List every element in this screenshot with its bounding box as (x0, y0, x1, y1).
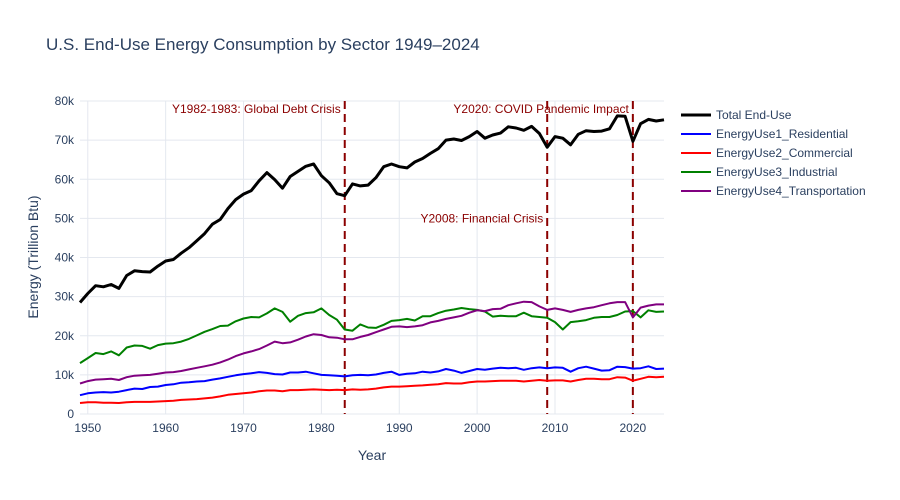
chart-title: U.S. End-Use Energy Consumption by Secto… (46, 35, 480, 54)
x-axis-title: Year (358, 447, 387, 463)
x-tick-label: 2010 (542, 421, 569, 435)
x-axis-ticks: 1950 1960 1970 1980 1990 2000 2010 2020 (74, 421, 646, 435)
y-tick-label: 20k (55, 329, 75, 343)
annotation-label: Y2020: COVID Pandemic Impact (453, 102, 629, 116)
y-tick-label: 10k (55, 368, 75, 382)
x-tick-label: 1990 (386, 421, 413, 435)
legend-label: EnergyUse2_Commercial (716, 146, 853, 160)
annotation-label: Y2008: Financial Crisis (420, 211, 543, 225)
y-tick-label: 0 (67, 407, 74, 421)
legend-label: EnergyUse3_Industrial (716, 165, 837, 179)
legend-label: Total End-Use (716, 108, 792, 122)
y-tick-label: 80k (55, 94, 75, 108)
y-tick-label: 30k (55, 290, 75, 304)
series-line-2 (79, 375, 665, 404)
y-tick-label: 40k (55, 251, 75, 265)
annotation-label: Y1982-1983: Global Debt Crisis (172, 102, 341, 116)
annotation-lines (343, 101, 634, 414)
series-lines (78, 114, 665, 404)
series-line-0 (78, 114, 665, 304)
y-tick-label: 60k (55, 172, 75, 186)
series-line-4 (79, 300, 664, 385)
x-tick-label: 1960 (152, 421, 179, 435)
legend: Total End-Use EnergyUse1_Residential Energ… (681, 108, 866, 198)
x-tick-label: 2020 (620, 421, 647, 435)
y-axis-ticks: 0 10k 20k 30k 40k 50k 60k 70k 80k (55, 94, 75, 421)
series-line-1 (79, 365, 665, 397)
x-tick-label: 2000 (464, 421, 491, 435)
annotation-labels: Y1982-1983: Global Debt Crisis Y2008: Fin… (172, 102, 630, 226)
grid-lines (80, 100, 664, 415)
x-tick-label: 1950 (74, 421, 101, 435)
series-line-3 (79, 307, 665, 364)
x-tick-label: 1970 (230, 421, 257, 435)
legend-label: EnergyUse4_Transportation (716, 184, 866, 198)
y-tick-label: 70k (55, 133, 75, 147)
x-tick-label: 1980 (308, 421, 335, 435)
y-axis-title: Energy (Trillion Btu) (25, 195, 41, 318)
legend-label: EnergyUse1_Residential (716, 127, 848, 141)
y-tick-label: 50k (55, 211, 75, 225)
